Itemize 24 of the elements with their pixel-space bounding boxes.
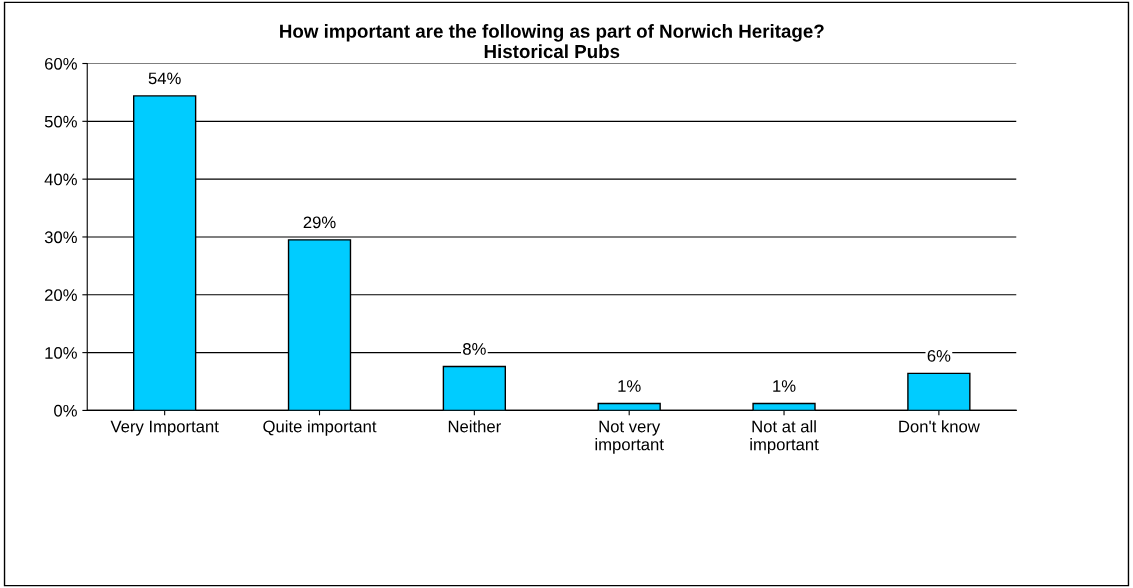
x-tick-label: Don't know	[899, 420, 980, 433]
x-tick-label: Quite important	[263, 420, 377, 436]
y-tick-label: 50%	[44, 115, 77, 128]
data-label: 29%	[303, 216, 336, 229]
data-label: 6%	[927, 349, 951, 362]
bar	[907, 372, 971, 411]
data-label: 8%	[463, 343, 486, 355]
y-tick-label: 60%	[45, 57, 77, 70]
x-tick-label: Not at all important	[750, 420, 819, 454]
x-tick-label: Not very important	[595, 420, 664, 454]
bar	[597, 402, 661, 411]
chart-title: How important are the following as part of Norwich Heritage? Historical Pubs	[280, 24, 824, 59]
data-label: 54%	[148, 72, 181, 85]
y-tick-label: 10%	[45, 347, 77, 359]
data-label: 1%	[618, 380, 641, 392]
y-tick-label: 30%	[44, 231, 77, 244]
y-tick-label: 40%	[44, 173, 77, 186]
y-tick-label: 20%	[45, 289, 77, 301]
x-tick-label: Very Important	[110, 420, 219, 436]
bar	[752, 402, 816, 411]
y-tick-label: 0%	[54, 404, 77, 417]
data-label: 1%	[773, 380, 796, 392]
bar	[442, 365, 507, 411]
x-tick-label: Neither	[448, 420, 501, 433]
